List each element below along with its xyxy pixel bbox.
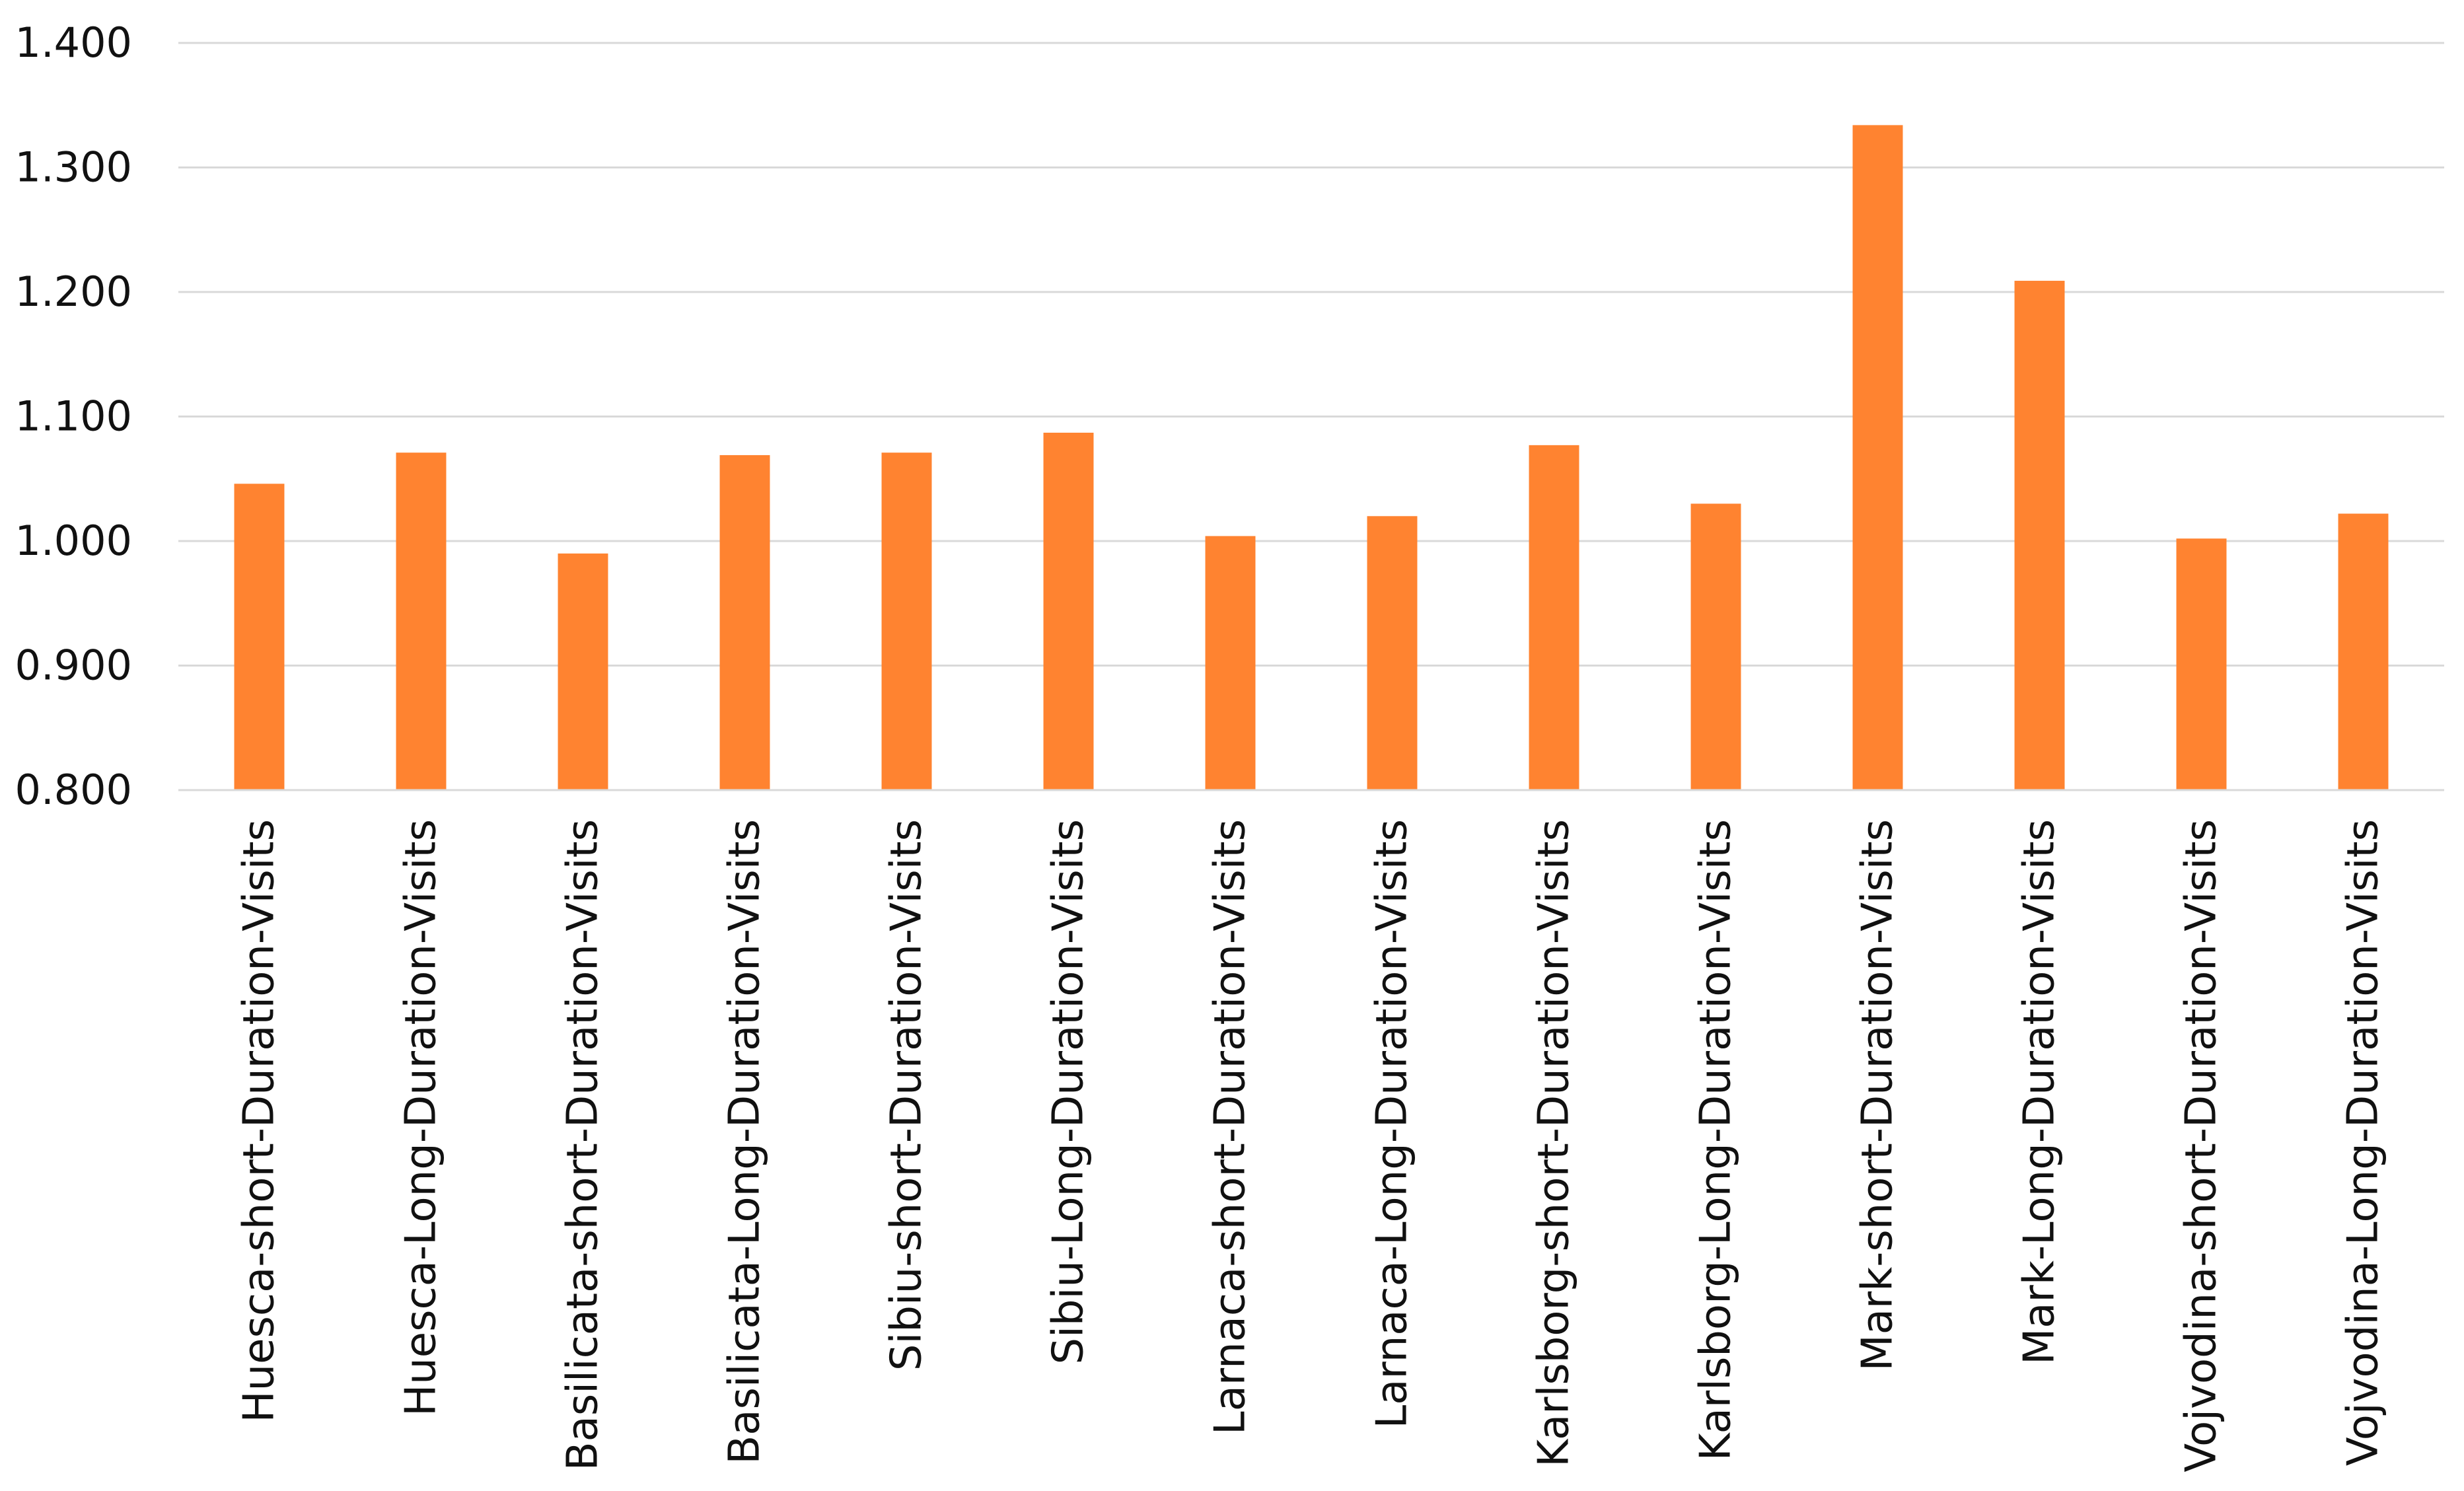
x-category-label: Basilicata-short-Duration-Visits (559, 819, 608, 1471)
x-category-label: Sibiu-short-Duration-Visits (883, 819, 931, 1371)
bar (2176, 538, 2227, 790)
x-category-label: Karlsborg-short-Duration-Visits (1530, 819, 1579, 1467)
y-tick-label: 0.900 (15, 641, 133, 690)
bar (719, 455, 770, 790)
y-tick-label: 1.000 (15, 517, 133, 565)
x-category-label: Larnaca-Long-Duration-Visits (1368, 819, 1417, 1428)
x-category-label: Vojvodina-Long-Duration-Visits (2339, 819, 2388, 1466)
bar (1367, 516, 1418, 790)
bar (1690, 503, 1741, 790)
x-axis-category-labels: Huesca-short-Duration-Visits Huesca-Long-… (235, 819, 2388, 1473)
x-category-label: Larnaca-short-Duration-Visits (1206, 819, 1255, 1435)
y-axis-tick-labels: 0.800 0.900 1.000 1.100 1.200 1.300 1.400 (15, 18, 133, 814)
x-category-label: Mark-short-Duration-Visits (1854, 819, 1902, 1371)
x-category-label: Huesca-Long-Duration-Visits (397, 819, 446, 1416)
bar (1852, 125, 1903, 790)
bar (396, 453, 447, 790)
bar (881, 453, 932, 790)
bar (558, 553, 608, 790)
x-category-label: Basilicata-Long-Duration-Visits (721, 819, 770, 1465)
bar (1529, 445, 1579, 790)
bars (234, 125, 2389, 790)
y-tick-label: 1.300 (15, 143, 133, 192)
x-category-label: Huesca-short-Duration-Visits (235, 819, 284, 1423)
x-category-label: Sibiu-Long-Duration-Visits (1044, 819, 1093, 1364)
y-tick-label: 1.100 (15, 392, 133, 441)
x-category-label: Vojvodina-short-Duration-Visits (2177, 819, 2226, 1473)
bar (2014, 281, 2065, 790)
bar (2338, 513, 2389, 790)
gridlines (178, 42, 2444, 667)
bar (1043, 433, 1094, 790)
y-tick-label: 0.800 (15, 766, 133, 814)
x-category-label: Mark-Long-Duration-Visits (2015, 819, 2064, 1365)
y-tick-label: 1.200 (15, 268, 133, 316)
bar (234, 484, 285, 790)
x-category-label: Karlsborg-Long-Duration-Visits (1692, 819, 1741, 1461)
bar (1205, 536, 1256, 790)
y-tick-label: 1.400 (15, 18, 133, 67)
